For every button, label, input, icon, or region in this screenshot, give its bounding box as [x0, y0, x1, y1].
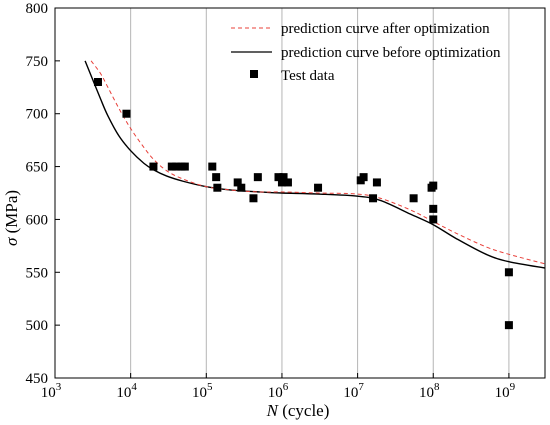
curve-before-optimization-line	[84, 60, 546, 269]
legend-before-label: prediction curve before optimization	[281, 45, 501, 61]
x-axis-unit: (cycle)	[278, 401, 329, 420]
test-data-point	[504, 321, 513, 330]
test-data-point	[253, 173, 262, 182]
test-data-point	[212, 173, 221, 182]
y-axis-symbol: σ	[2, 237, 21, 246]
y-tick-label: 450	[26, 371, 49, 387]
x-tick-label: 105	[192, 381, 213, 401]
test-data-point	[504, 268, 513, 277]
y-tick-label: 550	[26, 265, 49, 281]
x-tick-label: 108	[419, 381, 440, 401]
test-data-point	[213, 183, 222, 192]
test-data-point	[180, 162, 189, 171]
test-data-point	[208, 162, 217, 171]
test-data-point	[359, 173, 368, 182]
curve-before-optimization	[84, 60, 546, 269]
test-data-point	[233, 178, 242, 187]
test-data-point	[274, 173, 283, 182]
legend-after-label: prediction curve after optimization	[281, 21, 490, 37]
y-tick-label: 650	[26, 160, 49, 176]
test-data-point	[429, 204, 438, 213]
plot-frame	[54, 7, 546, 379]
test-data-point	[279, 173, 288, 182]
y-tick-label: 800	[26, 1, 49, 17]
test-data-point	[167, 162, 176, 171]
x-axis-symbol: N	[266, 401, 280, 420]
test-data-point	[237, 183, 246, 192]
y-tick-label: 700	[26, 107, 49, 123]
legend-marker-swatch	[250, 70, 258, 78]
test-data-points	[93, 78, 513, 330]
y-tick-label: 750	[26, 54, 49, 70]
test-data-point	[283, 178, 292, 187]
test-data-point	[314, 183, 323, 192]
x-axis-title: N (cycle)	[266, 401, 330, 420]
test-data-point	[149, 162, 158, 171]
curve-after-optimization-line	[90, 60, 546, 265]
y-axis-unit: (MPa)	[2, 190, 21, 238]
y-tick-label: 600	[26, 212, 49, 228]
curve-after-optimization	[90, 60, 546, 265]
test-data-point	[429, 181, 438, 190]
test-data-point	[409, 194, 418, 203]
legend: prediction curve after optimization pred…	[231, 21, 501, 84]
test-data-point	[277, 178, 286, 187]
test-data-point	[93, 78, 102, 86]
x-tick-label: 109	[495, 381, 516, 401]
y-tick-label: 500	[26, 318, 49, 334]
test-data-point	[249, 194, 258, 203]
x-tick-label: 103	[41, 381, 62, 401]
test-data-point	[429, 215, 438, 224]
y-ticks: 450 500 550 600 650 700 750 800	[26, 1, 60, 387]
x-tick-label: 106	[268, 381, 289, 401]
x-tick-label: 104	[116, 381, 137, 401]
test-data-point	[172, 162, 181, 171]
x-tick-label: 107	[343, 381, 364, 401]
legend-test-data-label: Test data	[281, 68, 335, 84]
y-axis-title: σ (MPa)	[2, 190, 21, 246]
test-data-point	[372, 178, 381, 187]
test-data-point	[369, 194, 378, 203]
test-data-point	[122, 109, 131, 118]
grid-lines	[130, 8, 510, 378]
x-ticks: 103 104 105 106 107 108 109	[41, 373, 516, 401]
